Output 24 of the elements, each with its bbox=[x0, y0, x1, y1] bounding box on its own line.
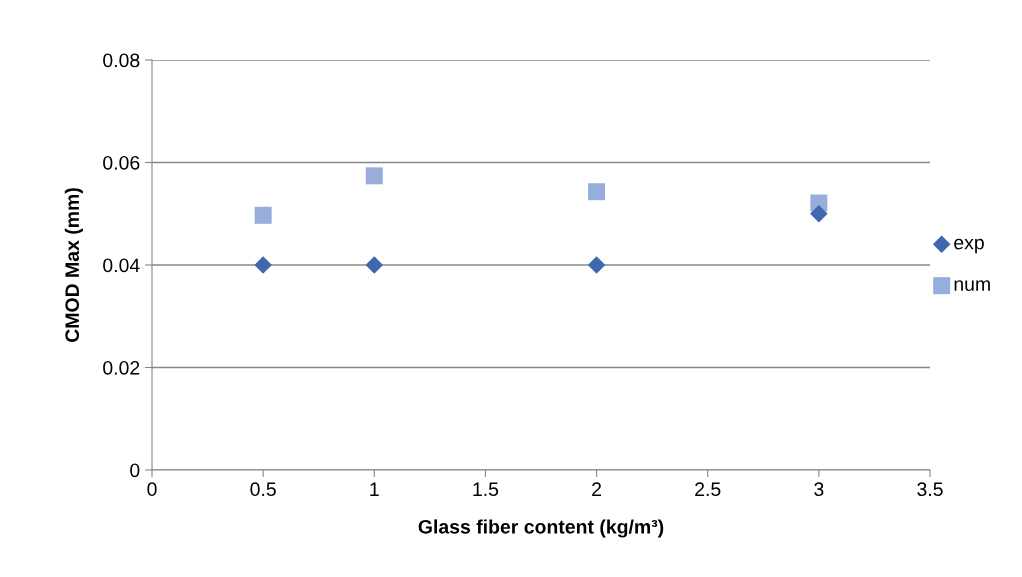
y-axis-title: CMOD Max (mm) bbox=[64, 188, 83, 342]
point bbox=[588, 183, 606, 201]
x-tick-label: 2 bbox=[592, 482, 601, 496]
y-tick-label: 0.06 bbox=[103, 155, 140, 170]
x-tick-label: 3 bbox=[814, 482, 824, 497]
y-tick-label: 0 bbox=[130, 463, 140, 478]
point bbox=[587, 256, 606, 274]
x-tick-label: 0 bbox=[147, 482, 157, 497]
point bbox=[365, 167, 383, 185]
point bbox=[254, 206, 272, 224]
x-tick-label: 1.5 bbox=[473, 482, 499, 497]
x-tick-label: 3.5 bbox=[917, 482, 943, 497]
legend-label: num bbox=[954, 280, 990, 291]
point bbox=[365, 256, 384, 274]
x-tick-label: 1 bbox=[370, 482, 379, 496]
y-tick-label: 0.08 bbox=[103, 53, 140, 68]
x-axis-title: Glass fiber content (kg/m³) bbox=[418, 519, 664, 538]
legend-label: exp bbox=[954, 238, 984, 254]
x-tick-label: 2.5 bbox=[695, 482, 721, 497]
x-tick-label: 0.5 bbox=[250, 482, 276, 497]
y-tick-label: 0.04 bbox=[103, 258, 140, 273]
y-tick-label: 0.02 bbox=[103, 360, 140, 375]
point bbox=[254, 256, 272, 274]
point bbox=[810, 204, 828, 223]
